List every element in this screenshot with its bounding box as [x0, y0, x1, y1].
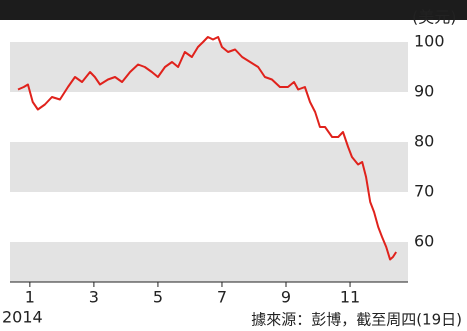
- x-tick-label: 7: [217, 288, 227, 307]
- y-tick-label: 60: [414, 232, 434, 251]
- source-note: 據來源：彭博，截至周四(19日): [251, 311, 462, 329]
- x-tick-label: 3: [89, 288, 99, 307]
- band: [10, 42, 408, 92]
- band: [10, 242, 408, 282]
- band: [10, 142, 408, 192]
- y-tick-label: 70: [414, 182, 434, 201]
- y-tick-label: 80: [414, 132, 434, 151]
- y-tick-label: 90: [414, 82, 434, 101]
- x-tick-label: 9: [281, 288, 291, 307]
- year-label: 2014: [2, 308, 43, 327]
- price-line: [17, 36, 397, 261]
- title-banner: [0, 0, 467, 20]
- x-tick-label: 1: [25, 288, 35, 307]
- x-tick-label: 11: [340, 288, 360, 307]
- y-unit: (美元): [412, 8, 457, 27]
- y-tick-label: 100: [414, 32, 445, 51]
- x-tick-label: 5: [153, 288, 163, 307]
